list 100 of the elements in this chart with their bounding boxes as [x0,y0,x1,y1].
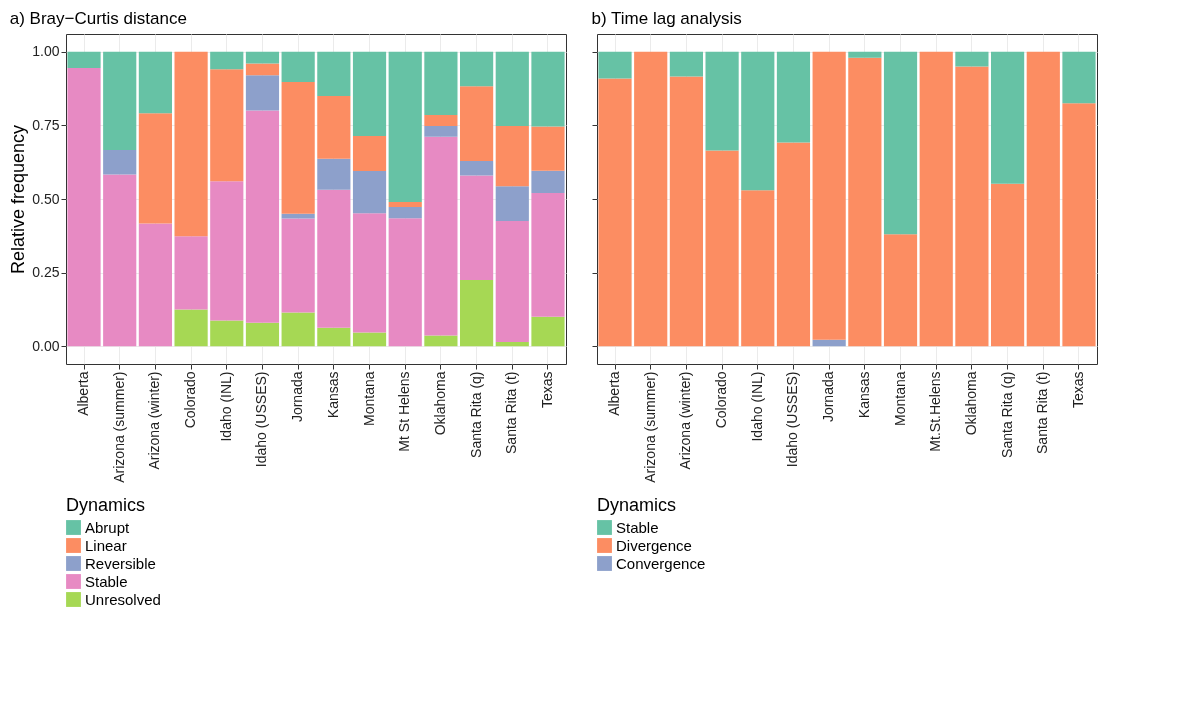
bar [388,218,422,347]
x-tick-label: Montana [891,371,908,426]
bar [317,189,351,328]
bar [460,86,494,161]
bar [598,78,632,347]
y-tick-label: 0.50 [32,190,60,207]
bar [352,51,387,136]
legend-label: Abrupt [85,518,131,536]
bar [883,234,918,347]
legend-title: Dynamics [597,495,677,515]
bar [495,221,529,342]
x-tick-label: Idaho (USSES) [253,371,270,468]
bar [495,186,529,222]
y-tick-label: 0.75 [32,116,60,133]
bar [281,218,315,313]
bar [210,51,244,70]
x-tick-label: Kansas [324,371,341,419]
bar [103,150,137,175]
bar [352,332,387,347]
bar [531,170,565,194]
bar [281,312,315,347]
x-tick-label: Texas [1069,371,1086,409]
bar [460,280,494,347]
bar [531,193,565,317]
y-axis-title: Relative frequency [8,124,29,275]
bar [245,110,280,323]
bar [388,51,422,202]
x-tick-label: Arizona (summer) [641,371,658,483]
bar [210,181,244,321]
x-tick-label: Alberta [75,371,92,416]
x-tick-label: Montana [360,371,377,426]
x-tick-label: Idaho (INL) [217,371,234,442]
bar [495,51,529,126]
bar [460,175,494,281]
bar [598,51,632,79]
x-tick-label: Colorado [713,371,730,429]
bar [531,51,565,127]
x-tick-label: Arizona (summer) [110,371,127,483]
bar [281,51,315,83]
bar [883,51,918,235]
bar [245,63,280,76]
bar [424,335,458,347]
bar [317,51,351,96]
legend-title: Dynamics [66,495,146,515]
legend-label: Reversible [85,554,156,572]
x-tick-label: Alberta [606,371,623,416]
y-tick-label: 1.00 [32,43,60,60]
legend-label: Stable [616,518,659,536]
bar [138,113,172,224]
legend-label: Convergence [616,554,706,572]
x-tick-label: Texas [538,371,555,409]
legend-label: Unresolved [85,590,161,608]
bar [669,76,703,347]
x-tick-label: Idaho (INL) [748,371,765,442]
bar [424,125,458,137]
legend-label: Stable [85,572,128,590]
y-tick-label: 0.00 [32,337,60,354]
bar [103,174,137,347]
bar [174,309,208,347]
bar [388,201,422,207]
bar [669,51,703,77]
bar [317,158,351,190]
x-tick-label: Mt St Helens [396,371,413,452]
bar [67,67,101,347]
x-tick-label: Kansas [855,371,872,419]
x-tick-label: Santa Rita (q) [467,371,484,458]
x-tick-label: Santa Rita (t) [503,371,520,454]
bar [424,51,458,116]
chart-title: b) Time lag analysis [591,9,742,28]
legend-label: Divergence [616,536,692,554]
bar [352,135,387,172]
bar [741,51,775,191]
bar [424,115,458,126]
bar [848,51,882,58]
bar [531,126,565,171]
bar [352,171,387,214]
bar [138,51,172,114]
x-tick-label: Colorado [182,371,199,429]
bar [705,150,739,347]
legend-label: Linear [85,536,127,554]
bar [388,206,422,219]
bar [991,183,1025,347]
x-tick-label: Santa Rita (t) [1034,371,1051,454]
bar [424,136,458,336]
bar [812,339,846,347]
x-tick-label: Jornada [289,371,306,423]
bar [245,75,280,111]
bar [705,51,739,151]
x-tick-label: Arizona (winter) [146,371,163,470]
bar [103,51,137,151]
bar [67,51,101,68]
x-tick-label: Arizona (winter) [677,371,694,470]
bar [1062,103,1096,347]
bar [741,190,775,347]
x-tick-label: Oklahoma [431,371,448,436]
bar [245,322,280,347]
bar [495,125,529,187]
bar [460,160,494,176]
bar [776,142,811,347]
bar [1062,51,1096,104]
